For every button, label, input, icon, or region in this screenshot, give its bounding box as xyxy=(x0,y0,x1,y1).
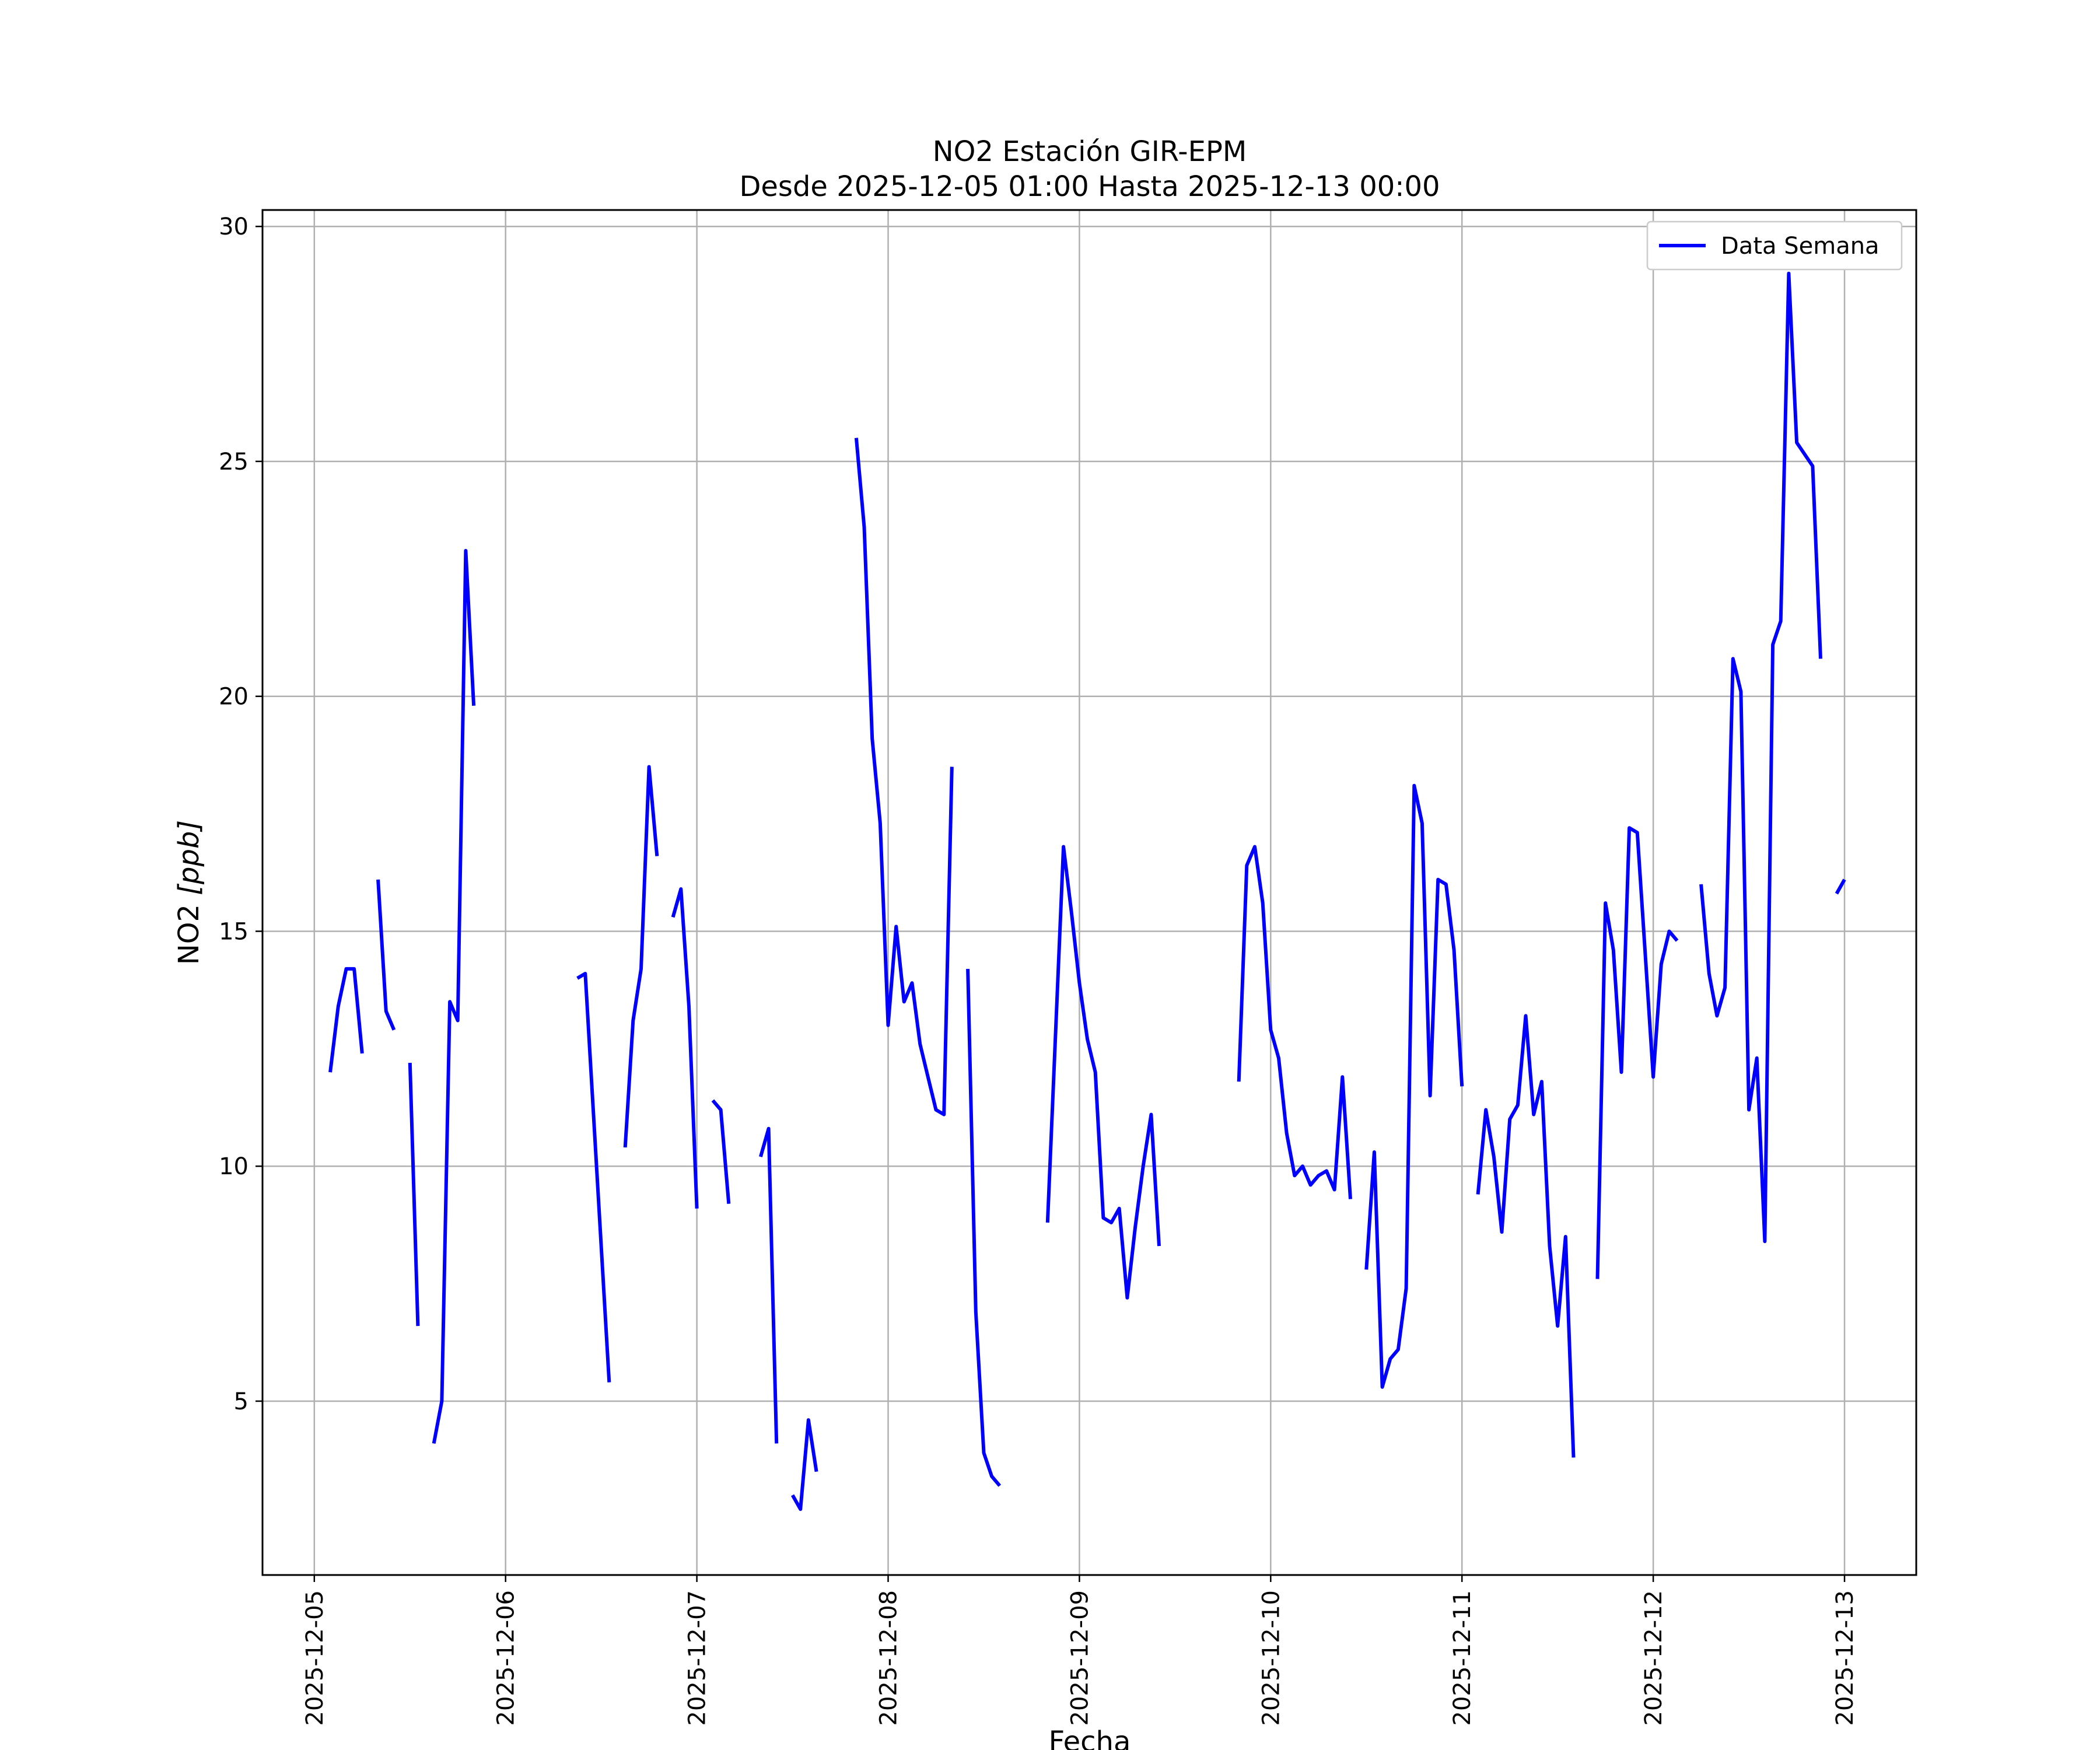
series-line-segment xyxy=(1595,826,1679,1279)
x-axis: 2025-12-05 2025-12-06 2025-12-07 2025-12-08… xyxy=(302,1575,1859,1726)
x-tick-label: 2025-12-09 xyxy=(1066,1590,1093,1726)
y-tick-label: 10 xyxy=(219,1153,249,1180)
x-tick-label: 2025-12-07 xyxy=(684,1590,711,1726)
x-tick-label: 2025-12-10 xyxy=(1258,1590,1284,1726)
series-line-segment xyxy=(1045,845,1161,1300)
x-tick-label: 2025-12-05 xyxy=(302,1590,328,1726)
chart-title: NO2 Estación GIR-EPM xyxy=(933,135,1247,168)
series-line-segment xyxy=(623,765,659,1148)
y-tick-label: 30 xyxy=(219,214,249,240)
series-line-segment xyxy=(711,1099,731,1204)
y-tick-label: 20 xyxy=(219,684,249,710)
y-axis-title: NO2 [ppb] xyxy=(173,820,205,965)
y-axis: 5 10 15 20 25 30 xyxy=(219,214,262,1415)
series-line-segment xyxy=(759,1126,779,1444)
grid-layer xyxy=(262,210,1916,1575)
x-tick-label: 2025-12-11 xyxy=(1449,1590,1476,1726)
series-line-segment xyxy=(1699,271,1822,1244)
y-axis-title-main: NO2 xyxy=(173,895,205,965)
series-line-segment xyxy=(1237,845,1352,1199)
chart-subtitle: Desde 2025-12-05 01:00 Hasta 2025-12-13 … xyxy=(739,170,1440,203)
legend: Data Semana xyxy=(1646,220,1903,271)
series-layer xyxy=(328,271,1846,1511)
x-tick-label: 2025-12-13 xyxy=(1832,1590,1859,1726)
y-tick-label: 5 xyxy=(234,1388,249,1415)
series-line-segment xyxy=(432,549,476,1444)
series-line-segment xyxy=(328,967,364,1073)
series-line-segment xyxy=(408,1062,420,1326)
legend-box xyxy=(1646,220,1903,271)
series-line-segment xyxy=(1364,783,1464,1389)
series-line-segment xyxy=(671,887,699,1209)
series-line-segment xyxy=(376,879,396,1031)
x-tick-label: 2025-12-06 xyxy=(493,1590,520,1726)
series-line-segment xyxy=(790,1418,818,1511)
y-tick-label: 15 xyxy=(219,918,249,945)
x-tick-label: 2025-12-08 xyxy=(876,1590,902,1726)
x-axis-title: Fecha xyxy=(1049,1726,1131,1750)
x-tick-label: 2025-12-12 xyxy=(1640,1590,1667,1726)
legend-label: Data Semana xyxy=(1721,233,1880,260)
plot-frame xyxy=(261,209,1917,1576)
series-line-segment xyxy=(1835,878,1846,895)
y-axis-title-unit: [ppb] xyxy=(173,820,205,895)
y-tick-label: 25 xyxy=(219,449,249,475)
series-line-segment xyxy=(854,438,954,1116)
series-line-segment xyxy=(576,972,611,1382)
series-line-segment xyxy=(1476,1014,1576,1458)
series-line-segment xyxy=(966,968,1002,1487)
